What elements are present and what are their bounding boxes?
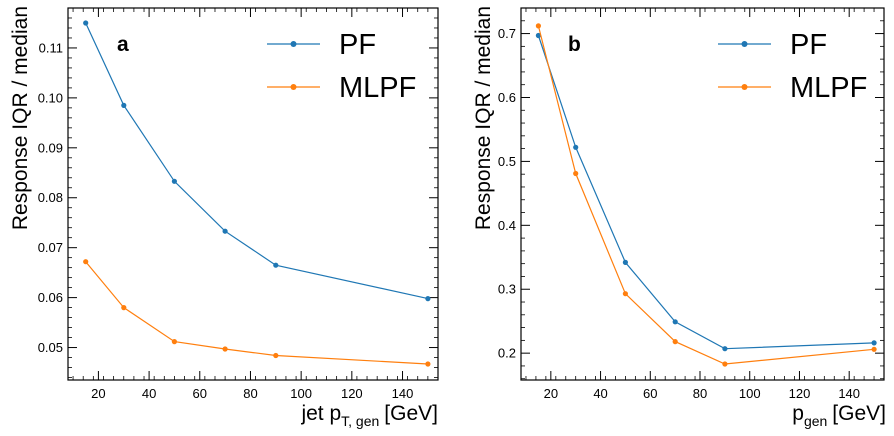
panel-a-legend-pf-label: PF xyxy=(339,29,376,61)
panel-b-ytick-label: 0.6 xyxy=(498,90,516,105)
panel-a-series-pf-point xyxy=(171,178,177,184)
panel-a-ytick-label: 0.09 xyxy=(38,140,63,155)
panel-b-letter: b xyxy=(568,33,581,56)
panel-b-legend-mlpf-marker xyxy=(741,84,748,90)
panel-a-series-mlpf-point xyxy=(83,259,89,265)
panel-b-legend-pf-marker xyxy=(741,41,748,47)
panel-b-series-pf-point xyxy=(722,346,728,352)
panel-b-xtick-label: 20 xyxy=(544,386,558,401)
panel-a-xtick-label: 60 xyxy=(193,386,207,401)
panel-a-series-pf-point xyxy=(83,20,89,26)
panel-a-ytick-label: 0.10 xyxy=(38,90,63,105)
panel-a-legend-mlpf-label: MLPF xyxy=(339,72,416,104)
panel-b-ylabel: Response IQR / median xyxy=(472,6,495,230)
panel-b-ytick-label: 0.7 xyxy=(498,26,516,41)
panel-a-ytick-label: 0.06 xyxy=(38,290,63,305)
panel-a-plot-frame xyxy=(67,7,439,381)
panel-b-series-pf-point xyxy=(573,144,579,150)
panel-a-series-pf-point xyxy=(425,296,431,302)
panel-a-xlabel-sub: T, gen xyxy=(341,413,379,429)
panel-b-series-pf-line xyxy=(537,35,875,350)
panel-a-xtick-label: 40 xyxy=(142,386,156,401)
panel-b-series-mlpf-point xyxy=(573,170,579,177)
panel-b-xtick-label: 60 xyxy=(643,386,657,401)
panel-b-xlabel-unit: [GeV] xyxy=(832,402,886,425)
panel-a-ytick-label: 0.05 xyxy=(38,340,63,355)
panel-b-series xyxy=(535,23,877,367)
panel-b-xtick-label: 40 xyxy=(593,386,607,401)
panel-a-ylabel: Response IQR / median xyxy=(9,6,32,230)
panel-b-ytick-label: 0.2 xyxy=(498,346,516,361)
panel-a-xtick-label: 100 xyxy=(290,386,312,401)
panel-a-letter: a xyxy=(117,33,129,56)
panel-a-xlabel: jet pT, gen [GeV] xyxy=(300,402,438,429)
panel-b-series-pf-point xyxy=(622,259,629,265)
panel-b-xlabel-main: p xyxy=(792,402,804,425)
panel-a-series-mlpf-point xyxy=(222,346,228,352)
panel-b-plot-frame xyxy=(520,7,885,381)
panel-b-series-mlpf-point xyxy=(722,361,728,367)
panel-a-series-pf-point xyxy=(273,262,279,268)
panel-b-xtick-label: 100 xyxy=(739,386,761,401)
panel-a: Response IQR / median 20 40 60 80 100 120 140 0… xyxy=(9,6,439,429)
panel-b-xtick-label: 140 xyxy=(838,386,860,401)
panel-a-legend: PF MLPF xyxy=(267,29,416,104)
panel-b-series-mlpf-point xyxy=(535,23,542,29)
panel-a-xtick-label: 20 xyxy=(91,386,105,401)
panel-b-xtick-label: 120 xyxy=(789,386,811,401)
panel-a-series-mlpf-point xyxy=(121,305,127,311)
panel-a-xlabel-unit: [GeV] xyxy=(384,402,438,425)
panel-b-series-pf-point xyxy=(672,319,678,325)
panel-a-series-mlpf-point xyxy=(425,361,431,367)
panel-a-legend-mlpf-marker xyxy=(290,84,297,90)
panel-a-ticks: 20 40 60 80 100 120 140 0.05 0.06 0.07 0.08 0.09 0.1… xyxy=(38,7,439,401)
panel-b-series-mlpf-line xyxy=(537,25,875,365)
panel-b-xtick-label: 80 xyxy=(693,386,707,401)
panel-a-xtick-label: 120 xyxy=(341,386,363,401)
panel-a-series-mlpf-point xyxy=(273,352,279,359)
panel-b-series-mlpf-point xyxy=(622,291,629,297)
panel-b-ytick-label: 0.5 xyxy=(498,154,516,169)
panel-b-xlabel: pgen [GeV] xyxy=(792,402,886,429)
panel-a-series-mlpf-point xyxy=(171,339,177,345)
panel-a-series-pf-line xyxy=(85,22,429,300)
panel-b-series-mlpf-point xyxy=(871,346,877,352)
panel-b-series-mlpf-point xyxy=(672,339,678,345)
panel-b-series-pf-point xyxy=(535,32,542,39)
panel-b-ytick-label: 0.3 xyxy=(498,282,516,297)
panel-a-series-mlpf-line xyxy=(85,261,428,365)
panel-b-legend: PF MLPF xyxy=(718,29,867,104)
panel-a-series-pf-point xyxy=(121,102,127,108)
panel-a-ytick-label: 0.08 xyxy=(38,190,63,205)
panel-a-series xyxy=(83,20,431,367)
panel-b-legend-mlpf-label: MLPF xyxy=(790,72,867,104)
panel-b: Response IQR / median 20 40 60 80 100 120 140 0… xyxy=(472,6,886,429)
panel-b-ticks: 20 40 60 80 100 120 140 0.2 0.3 0.4 0.5 0.6 0.7 xyxy=(498,7,885,401)
panel-b-legend-pf-label: PF xyxy=(790,29,827,61)
panel-a-xlabel-main: jet p xyxy=(300,402,341,425)
panel-b-xlabel-sub: gen xyxy=(804,413,827,429)
panel-a-xtick-label: 140 xyxy=(392,386,414,401)
panel-b-ytick-label: 0.4 xyxy=(498,218,516,233)
panel-b-series-pf-point xyxy=(871,340,877,346)
panel-a-ytick-label: 0.11 xyxy=(39,40,63,55)
panel-a-legend-pf-marker xyxy=(290,41,297,47)
panel-a-ytick-label: 0.07 xyxy=(38,240,63,255)
panel-a-xtick-label: 80 xyxy=(243,386,257,401)
panel-a-series-pf-point xyxy=(222,228,228,234)
